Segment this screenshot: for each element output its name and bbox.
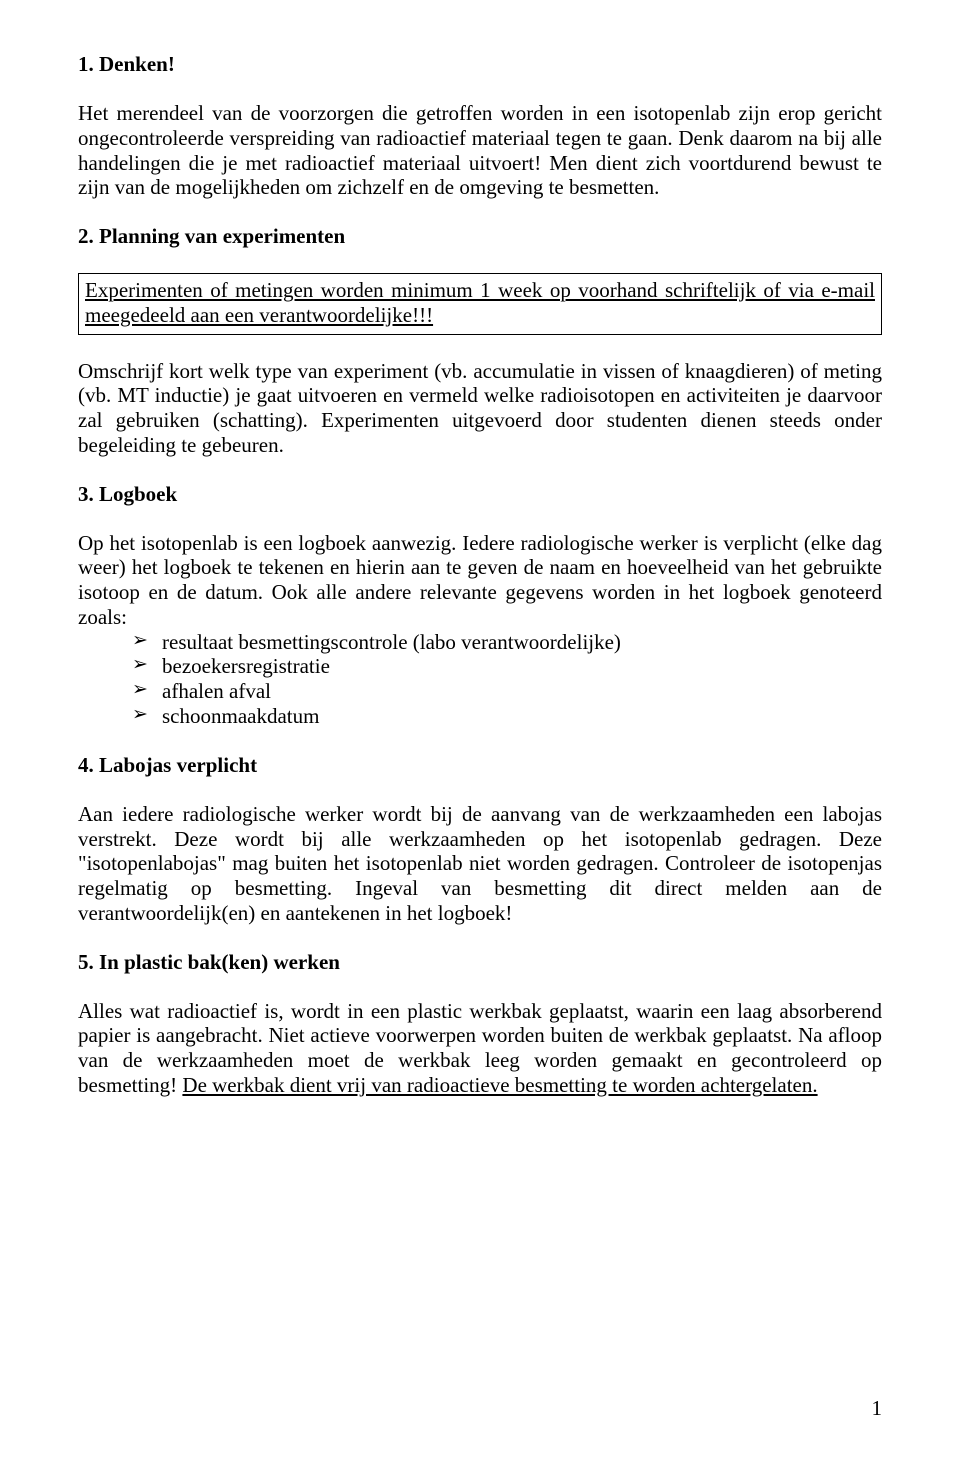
paragraph-logboek: Op het isotopenlab is een logboek aanwez… (78, 531, 882, 630)
paragraph-plasticbak: Alles wat radioactief is, wordt in een p… (78, 999, 882, 1098)
logboek-list: resultaat besmettingscontrole (labo vera… (78, 630, 882, 729)
p5-underlined: De werkbak dient vrij van radioactieve b… (182, 1073, 817, 1097)
list-item: schoonmaakdatum (78, 704, 882, 729)
heading-labojas: 4. Labojas verplicht (78, 753, 882, 778)
list-item: afhalen afval (78, 679, 882, 704)
paragraph-denken: Het merendeel van de voorzorgen die getr… (78, 101, 882, 200)
heading-denken: 1. Denken! (78, 52, 882, 77)
heading-plasticbak: 5. In plastic bak(ken) werken (78, 950, 882, 975)
heading-planning: 2. Planning van experimenten (78, 224, 882, 249)
paragraph-planning: Omschrijf kort welk type van experiment … (78, 359, 882, 458)
document-page: 1. Denken! Het merendeel van de voorzorg… (0, 0, 960, 1465)
heading-logboek: 3. Logboek (78, 482, 882, 507)
list-item: bezoekersregistratie (78, 654, 882, 679)
list-item: resultaat besmettingscontrole (labo vera… (78, 630, 882, 655)
paragraph-labojas: Aan iedere radiologische werker wordt bi… (78, 802, 882, 926)
notice-box: Experimenten of metingen worden minimum … (78, 273, 882, 335)
page-number: 1 (872, 1396, 883, 1421)
notice-text: Experimenten of metingen worden minimum … (85, 278, 875, 328)
